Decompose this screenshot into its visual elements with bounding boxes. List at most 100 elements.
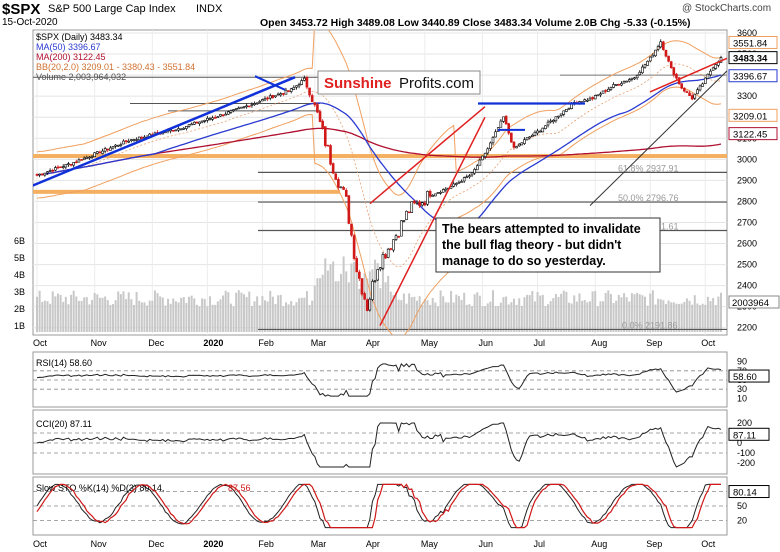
volume-bar <box>132 304 135 332</box>
price-badge-label: 3209.01 <box>733 111 767 122</box>
x-tick-label-bottom: Sep <box>646 539 662 549</box>
candle-body <box>617 84 621 86</box>
candle-body <box>211 117 214 120</box>
volume-bar <box>693 295 696 332</box>
volume-bar <box>463 292 466 332</box>
volume-bar <box>651 290 654 332</box>
fib-label: 50.0% 2796.76 <box>618 193 679 203</box>
volume-bar <box>248 291 251 332</box>
volume-bar <box>174 301 177 332</box>
volume-bar <box>326 270 329 332</box>
volume-bar <box>704 304 707 332</box>
volume-bar <box>573 295 576 332</box>
price-tick-label: 2900 <box>737 175 757 185</box>
candle-body <box>284 89 288 95</box>
x-tick-label-bottom: Oct <box>33 539 48 549</box>
index-name: S&P 500 Large Cap Index <box>48 3 176 15</box>
volume-bar <box>672 302 675 332</box>
price-tick-label: 2500 <box>737 260 757 270</box>
candle-body <box>203 120 207 122</box>
candle-body <box>706 73 710 79</box>
volume-bar <box>594 290 597 332</box>
candle-body <box>481 155 484 161</box>
candle-body <box>77 159 81 163</box>
volume-bar <box>127 292 130 332</box>
volume-bar <box>481 306 484 332</box>
candle-body <box>659 41 663 48</box>
volume-bar <box>169 303 172 332</box>
candle-body <box>227 111 230 115</box>
candle-body <box>583 99 587 102</box>
volume-bar <box>203 298 206 332</box>
candle-body <box>601 90 605 94</box>
candle-body <box>662 41 665 50</box>
candle-body <box>200 120 204 123</box>
volume-bar <box>560 293 563 332</box>
candle-body <box>701 83 704 87</box>
x-tick-label: Oct <box>701 338 716 348</box>
candle-body <box>127 140 131 143</box>
volume-bar <box>575 301 578 332</box>
volume-bar <box>227 292 230 332</box>
volume-bar <box>122 291 125 332</box>
candle-body <box>559 113 563 116</box>
volume-bar <box>182 297 185 332</box>
brand-profits: Profits.com <box>399 75 474 92</box>
candle-body <box>635 75 639 79</box>
candle-body <box>544 125 547 129</box>
volume-bar <box>51 291 54 332</box>
volume-bar <box>442 296 445 332</box>
legend-ma200: MA(200) 3122.45 <box>36 52 106 62</box>
price-badge-label: 3396.67 <box>733 72 767 83</box>
candle-body <box>266 97 269 100</box>
candle-body <box>371 281 374 300</box>
volume-bar <box>101 297 104 332</box>
volume-badge-label: 2003964 <box>732 298 769 309</box>
candle-body <box>321 120 324 128</box>
candle-body <box>171 130 175 132</box>
volume-bar <box>250 306 253 332</box>
candle-body <box>517 143 521 147</box>
candle-body <box>67 163 70 165</box>
symbol: $SPX <box>2 1 41 18</box>
candle-body <box>352 235 356 259</box>
volume-bar <box>240 292 243 332</box>
volume-bar <box>125 299 128 332</box>
candle-body <box>567 107 571 110</box>
volume-bar <box>342 256 345 332</box>
candle-body <box>282 93 285 95</box>
osc-line <box>36 422 722 468</box>
candle-body <box>680 83 683 89</box>
volume-bar <box>143 302 146 332</box>
bb-upper-line <box>36 30 722 196</box>
volume-bar <box>701 303 704 332</box>
volume-bar <box>389 291 392 332</box>
volume-bar <box>630 293 633 332</box>
candle-body <box>520 142 524 146</box>
price-tick-label: 3300 <box>737 91 757 101</box>
candle-body <box>229 110 233 113</box>
candle-body <box>426 191 429 205</box>
annotation-pointer <box>589 70 727 206</box>
volume-bar <box>720 292 722 332</box>
volume-bar <box>471 306 474 332</box>
candle-body <box>72 162 75 166</box>
sto-d-label: 87.56 <box>228 483 251 493</box>
candle-body <box>510 132 513 143</box>
candle-body <box>641 66 644 74</box>
volume-bar <box>36 296 38 332</box>
candle-body <box>177 128 180 131</box>
osc-badge <box>728 427 770 441</box>
volume-bar <box>319 278 322 332</box>
volume-bar <box>499 302 502 332</box>
candle-body <box>402 220 406 222</box>
volume-bar <box>324 258 327 332</box>
volume-bar <box>465 304 468 332</box>
candle-body <box>638 71 642 75</box>
volume-bar <box>211 304 214 332</box>
trend-red-upper <box>369 106 486 205</box>
candle-body <box>683 87 686 92</box>
brand-sunshine: Sunshine <box>324 75 392 92</box>
volume-bar <box>266 301 269 332</box>
candle-body <box>258 101 262 103</box>
